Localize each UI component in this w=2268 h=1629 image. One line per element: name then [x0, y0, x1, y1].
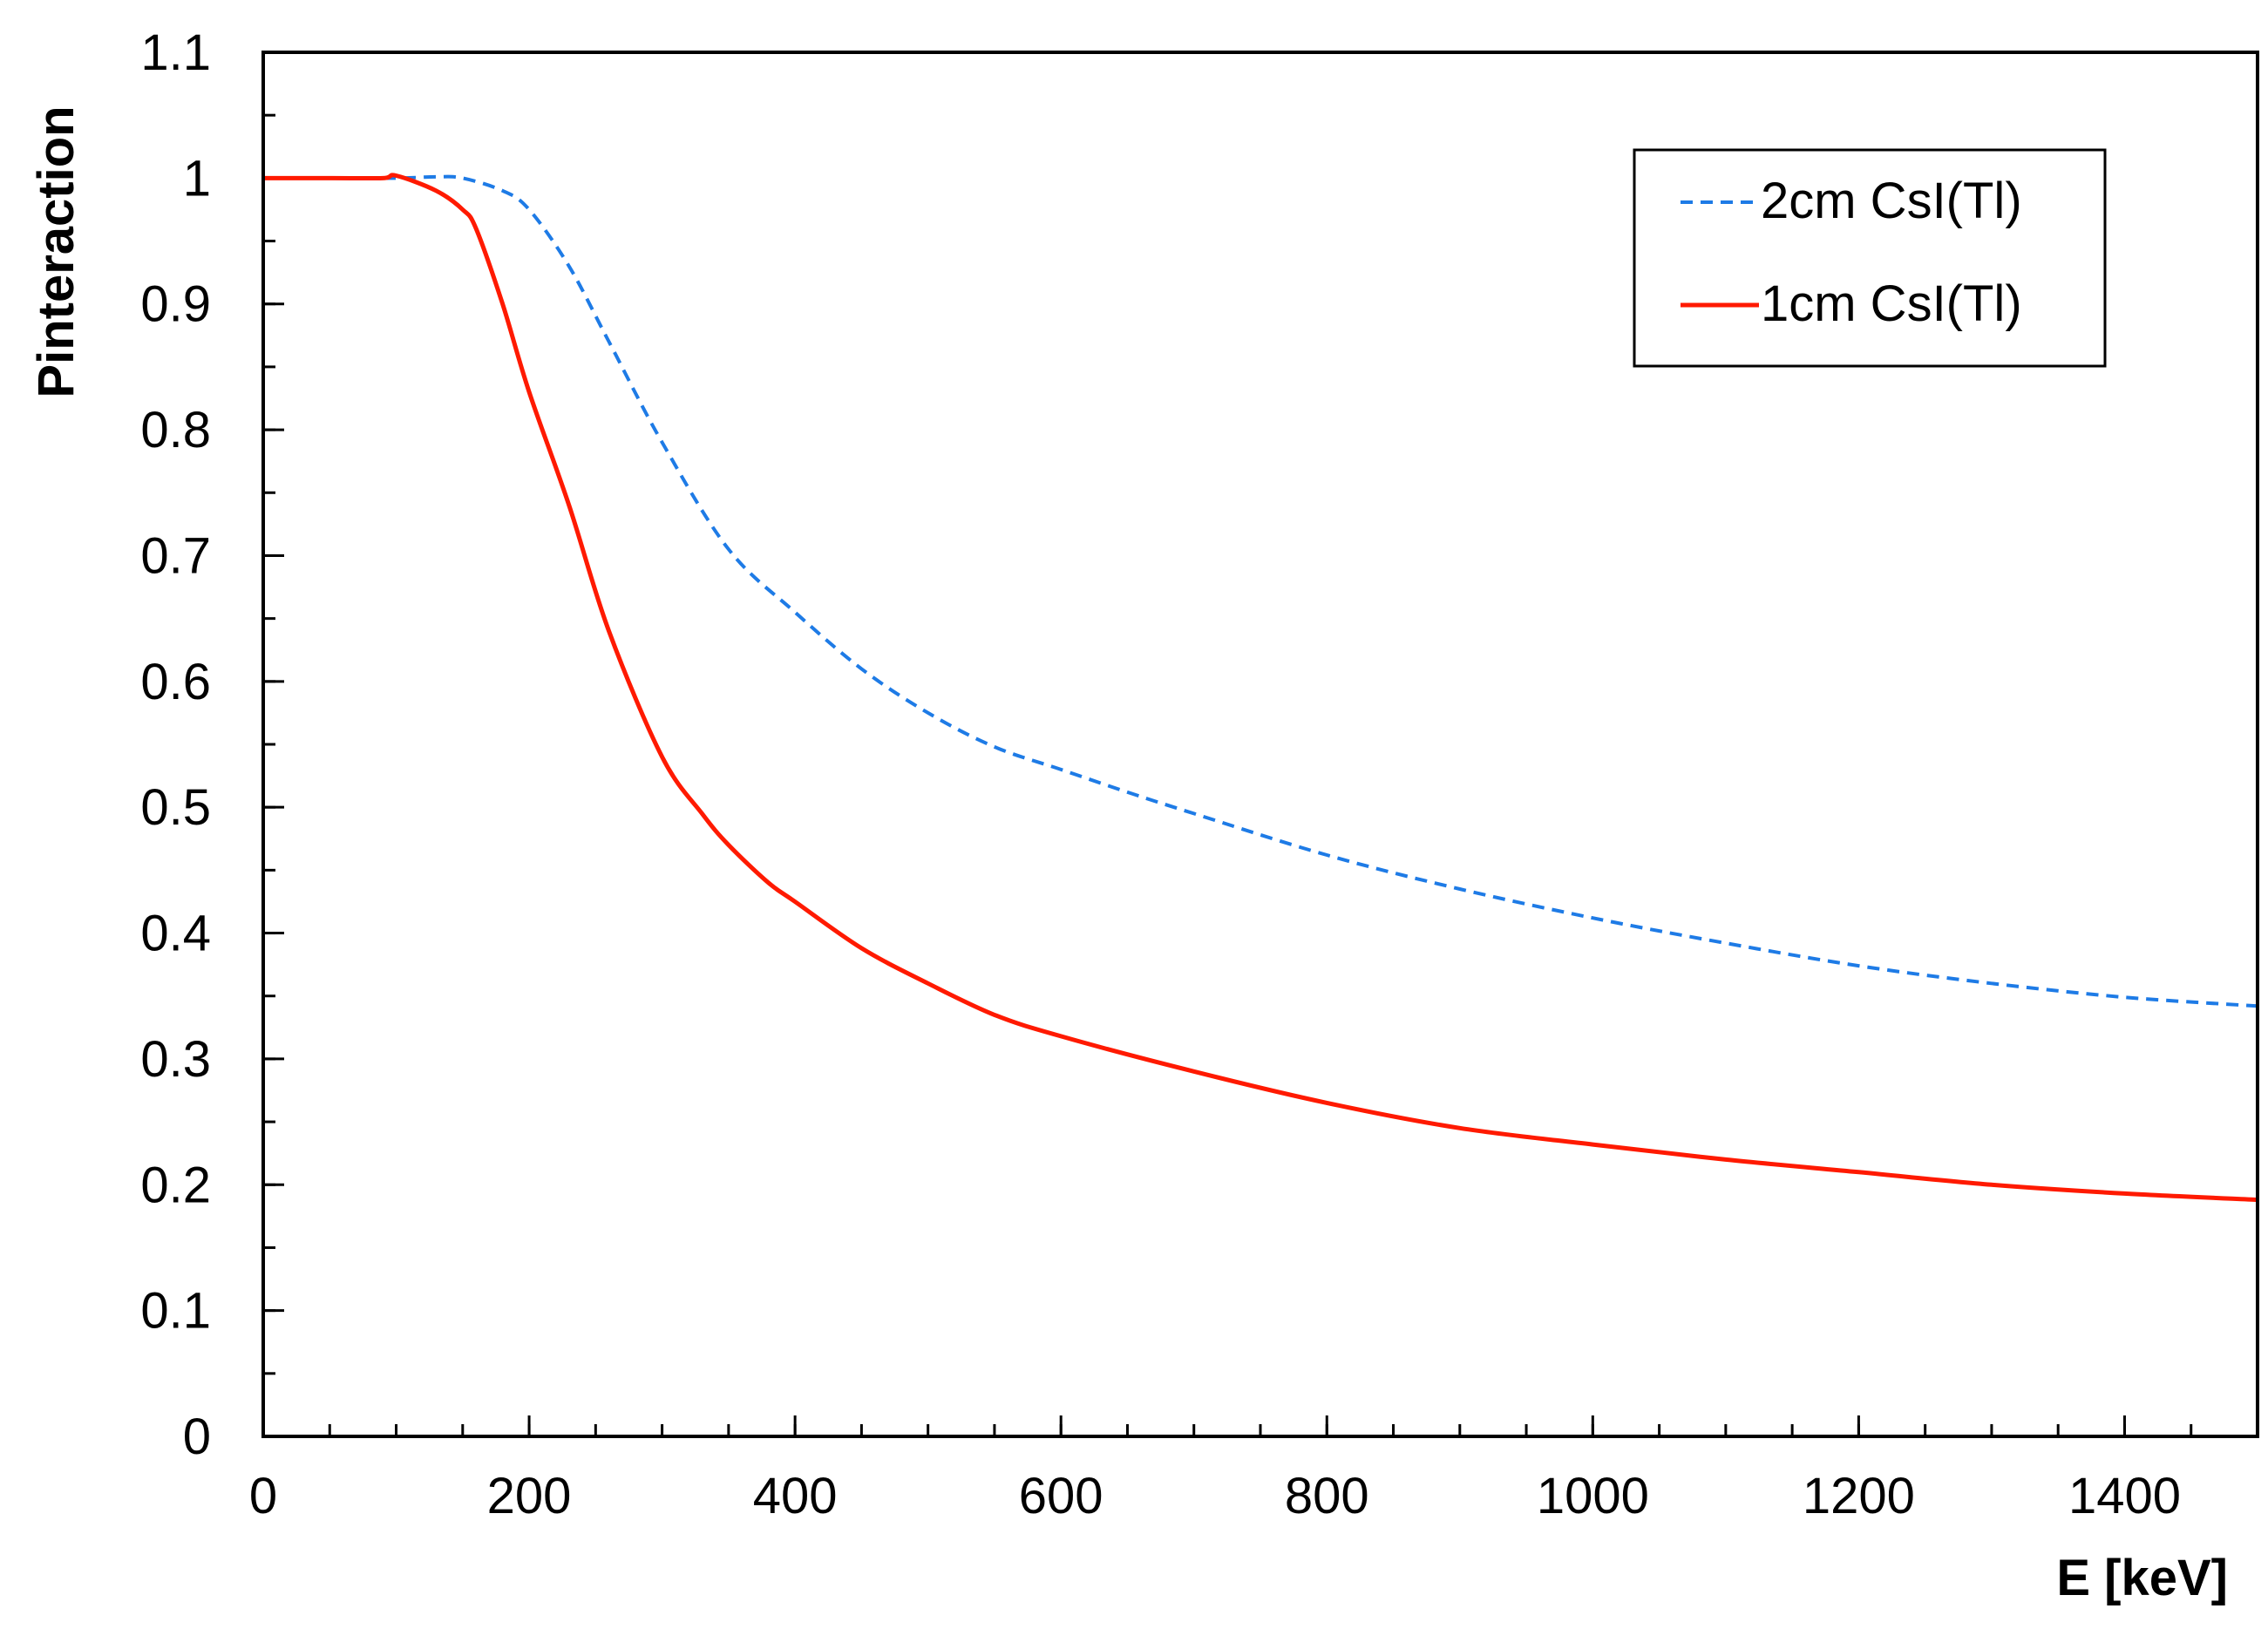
- legend-box: [1633, 148, 2107, 368]
- y-tick-labels: 0 0.1 0.2 0.3 0.4 0.5 0.6 0.7 0.8 0.9 1 1.1: [140, 24, 211, 1465]
- x-axis-title: E [keV]: [2056, 1550, 2228, 1606]
- legend: 2cm CsI(Tl) 1cm CsI(Tl): [1633, 148, 2107, 368]
- y-tick-label: 1.1: [140, 24, 211, 81]
- y-tick-label: 0.4: [140, 906, 211, 962]
- series-layer: [263, 173, 2258, 1203]
- y-tick-label: 0.3: [140, 1031, 211, 1088]
- y-tick-label: 0.8: [140, 402, 211, 458]
- plot-frame: [261, 51, 2259, 1438]
- x-tick-label: 1200: [1803, 1468, 1915, 1524]
- x-tick-label: 1400: [2068, 1468, 2181, 1524]
- legend-label-2cm: 2cm CsI(Tl): [1761, 173, 2022, 229]
- y-tick-label: 0.9: [140, 276, 211, 333]
- y-tick-label: 0: [183, 1408, 211, 1465]
- x-tick-label: 200: [487, 1468, 572, 1524]
- series-line-1cm: [263, 173, 2258, 1203]
- x-tick-label: 600: [1019, 1468, 1103, 1524]
- y-tick-label: 0.7: [140, 527, 211, 584]
- x-tick-label: 1000: [1537, 1468, 1649, 1524]
- x-tick-label: 800: [1285, 1468, 1369, 1524]
- x-tick-labels: 0 200 400 600 800 1000 1200 1400: [249, 1468, 2181, 1524]
- y-axis-title: Pinteraction: [28, 105, 85, 397]
- series-line-2cm: [263, 174, 2258, 1008]
- y-tick-label: 0.6: [140, 654, 211, 710]
- legend-label-1cm: 1cm CsI(Tl): [1761, 275, 2022, 332]
- y-tick-label: 0.2: [140, 1157, 211, 1213]
- y-tick-label: 1: [183, 150, 211, 207]
- y-tick-label: 0.5: [140, 779, 211, 836]
- y-tick-label: 0.1: [140, 1283, 211, 1340]
- x-tick-label: 0: [249, 1468, 277, 1524]
- x-tick-label: 400: [753, 1468, 838, 1524]
